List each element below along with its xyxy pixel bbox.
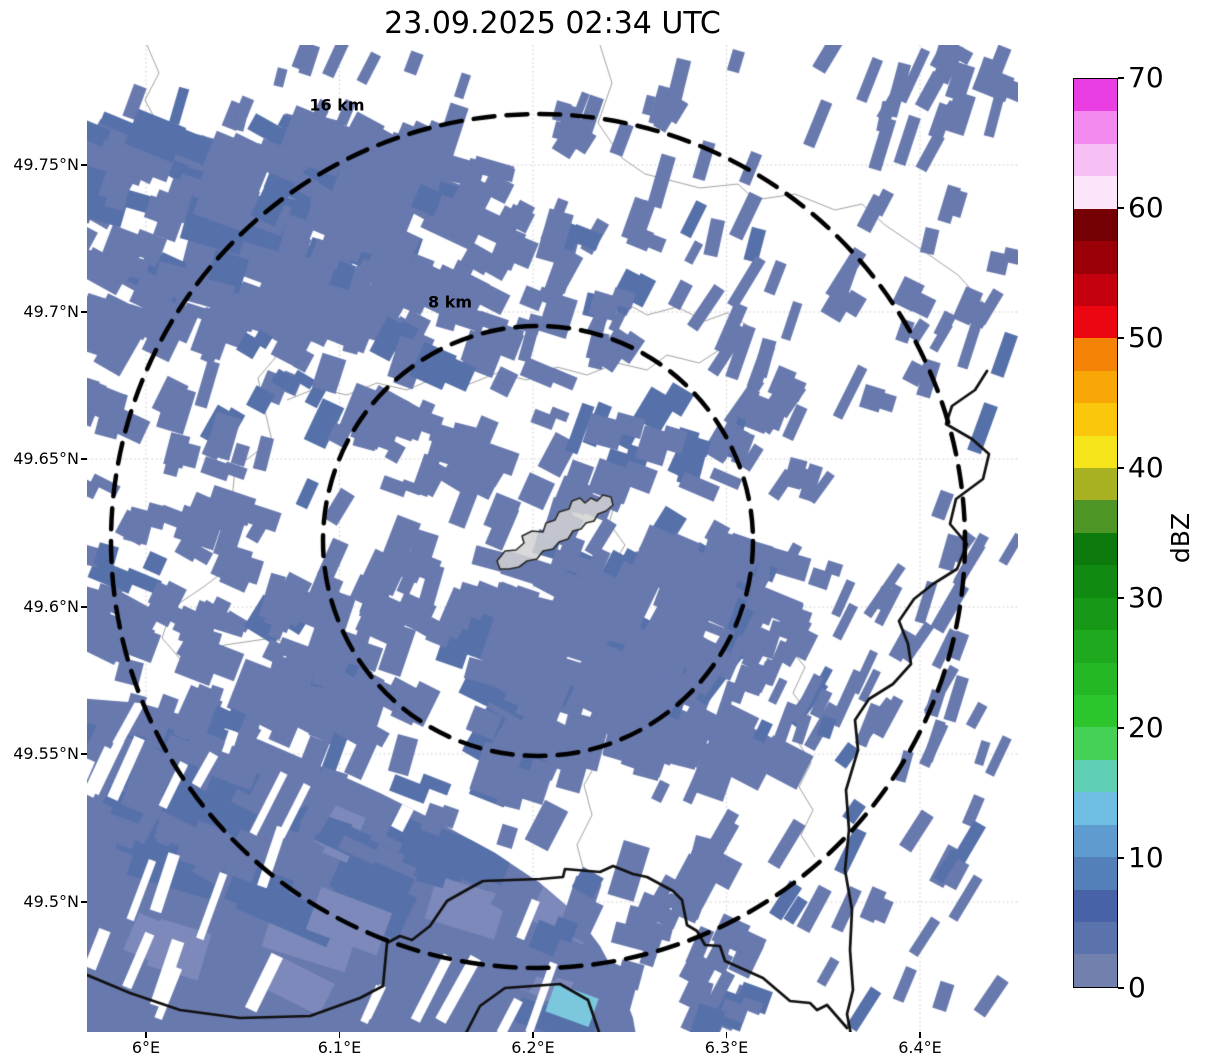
colorbar-segment (1074, 532, 1117, 566)
x-tick-label: 6.4°E (898, 1038, 942, 1057)
colorbar-tick-mark (1118, 207, 1124, 209)
y-tick-mark (81, 606, 87, 608)
colorbar-segment (1074, 305, 1117, 339)
y-tick-label: 49.5°N (23, 892, 79, 911)
colorbar-segment (1074, 954, 1117, 987)
y-tick-mark (81, 311, 87, 313)
colorbar (1073, 78, 1118, 988)
timestamp-title: 23.09.2025 02:34 UTC (384, 6, 721, 41)
colorbar-segment (1074, 338, 1117, 371)
colorbar-segment (1074, 435, 1117, 469)
colorbar-tick-mark (1118, 467, 1124, 469)
colorbar-segment (1074, 565, 1117, 598)
colorbar-segment (1074, 662, 1117, 696)
y-tick-mark (81, 164, 87, 166)
colorbar-tick-mark (1118, 727, 1124, 729)
x-tick-label: 6.2°E (511, 1038, 555, 1057)
colorbar-tick-mark (1118, 337, 1124, 339)
colorbar-tick-mark (1118, 857, 1124, 859)
x-tick-mark (725, 1032, 728, 1038)
colorbar-segment (1074, 176, 1117, 209)
y-tick-label: 49.75°N (13, 155, 79, 174)
colorbar-segment (1074, 857, 1117, 890)
colorbar-segment (1074, 468, 1117, 501)
colorbar-segment (1074, 370, 1117, 404)
range-ring-label-16km: 16 km (309, 95, 365, 115)
y-tick-mark (81, 458, 87, 460)
colorbar-tick-label: 70 (1128, 61, 1164, 94)
y-tick-label: 49.65°N (13, 449, 79, 468)
y-tick-label: 49.7°N (23, 302, 79, 321)
colorbar-tick-label: 40 (1128, 451, 1164, 484)
colorbar-segment (1074, 403, 1117, 436)
colorbar-segment (1074, 273, 1117, 306)
colorbar-segment (1074, 111, 1117, 144)
x-tick-label: 6.1°E (317, 1038, 362, 1057)
y-tick-label: 49.55°N (13, 744, 79, 763)
colorbar-tick-mark (1118, 987, 1124, 989)
colorbar-segment (1074, 921, 1117, 955)
x-tick-mark (532, 1032, 534, 1038)
colorbar-tick-mark (1118, 77, 1124, 79)
x-tick-mark (919, 1032, 921, 1038)
colorbar-tick-label: 0 (1128, 971, 1146, 1004)
colorbar-segment (1074, 824, 1117, 858)
colorbar-segment (1074, 143, 1117, 177)
colorbar-segment (1074, 597, 1117, 631)
y-tick-label: 49.6°N (23, 597, 79, 616)
y-tick-mark (81, 901, 87, 903)
colorbar-segment (1074, 630, 1117, 663)
colorbar-tick-label: 20 (1128, 711, 1164, 744)
colorbar-segment (1074, 500, 1117, 533)
x-tick-label: 6.3°E (704, 1038, 749, 1057)
colorbar-tick-label: 50 (1128, 321, 1164, 354)
range-ring-label-8km: 8 km (427, 292, 473, 312)
colorbar-unit-label: dBZ (1166, 512, 1195, 564)
colorbar-segment (1074, 727, 1117, 760)
x-tick-mark (338, 1032, 341, 1038)
colorbar-segment (1074, 792, 1117, 825)
colorbar-segment (1074, 889, 1117, 922)
colorbar-tick-mark (1118, 597, 1124, 599)
colorbar-tick-label: 60 (1128, 191, 1164, 224)
colorbar-segment (1074, 241, 1117, 274)
y-tick-mark (81, 753, 87, 755)
x-tick-label: 6°E (131, 1038, 161, 1057)
colorbar-tick-label: 10 (1128, 841, 1164, 874)
colorbar-segment (1074, 759, 1117, 793)
colorbar-tick-label: 30 (1128, 581, 1164, 614)
colorbar-segment (1074, 208, 1117, 242)
colorbar-segment (1074, 695, 1117, 728)
x-tick-mark (145, 1032, 147, 1038)
colorbar-segment (1074, 79, 1117, 112)
radar-map-canvas (87, 45, 1018, 1032)
